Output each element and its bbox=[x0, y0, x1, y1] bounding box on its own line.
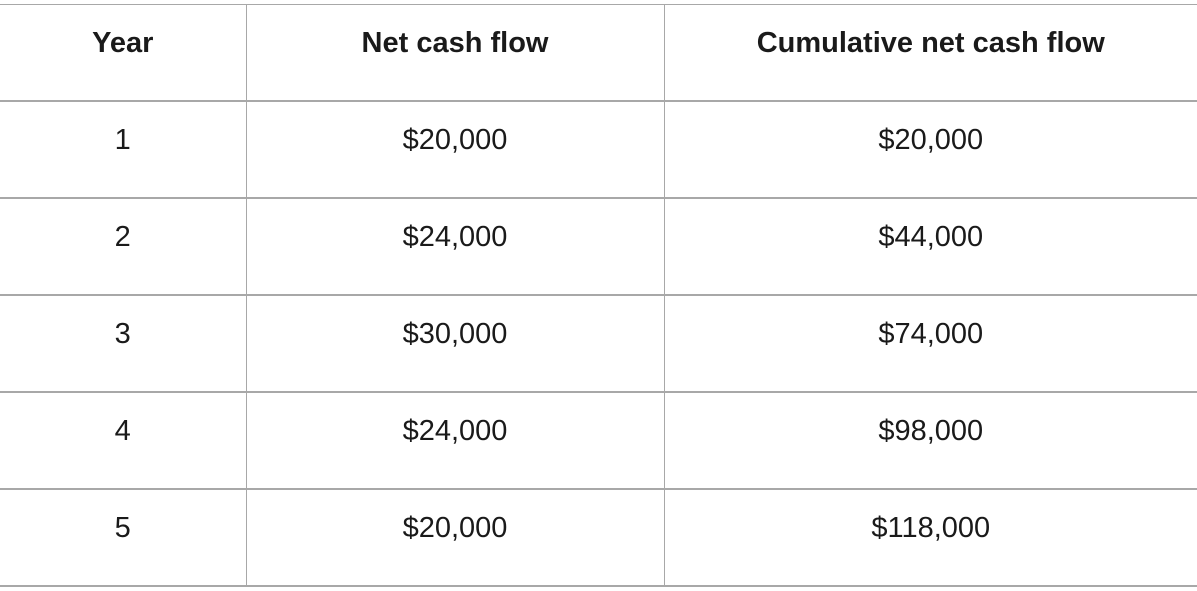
cell-year: 4 bbox=[0, 392, 247, 490]
cell-net-cash-flow: $20,000 bbox=[246, 489, 665, 587]
table-row: 2 $24,000 $44,000 bbox=[0, 198, 1197, 296]
header-year: Year bbox=[0, 4, 247, 102]
cell-year: 1 bbox=[0, 101, 247, 199]
cell-cumulative-net-cash-flow: $44,000 bbox=[664, 198, 1197, 296]
table-body: 1 $20,000 $20,000 2 $24,000 $44,000 3 $3… bbox=[0, 101, 1197, 587]
cell-year: 5 bbox=[0, 489, 247, 587]
table-header: Year Net cash flow Cumulative net cash f… bbox=[0, 4, 1197, 102]
cell-cumulative-net-cash-flow: $118,000 bbox=[664, 489, 1197, 587]
cash-flow-table: Year Net cash flow Cumulative net cash f… bbox=[0, 4, 1197, 587]
cash-flow-table-container: Year Net cash flow Cumulative net cash f… bbox=[0, 4, 1197, 587]
cell-year: 3 bbox=[0, 295, 247, 393]
cell-cumulative-net-cash-flow: $98,000 bbox=[664, 392, 1197, 490]
table-row: 5 $20,000 $118,000 bbox=[0, 489, 1197, 587]
header-net-cash-flow: Net cash flow bbox=[246, 4, 665, 102]
cell-cumulative-net-cash-flow: $74,000 bbox=[664, 295, 1197, 393]
cell-year: 2 bbox=[0, 198, 247, 296]
table-row: 3 $30,000 $74,000 bbox=[0, 295, 1197, 393]
cell-net-cash-flow: $20,000 bbox=[246, 101, 665, 199]
header-cumulative-net-cash-flow: Cumulative net cash flow bbox=[664, 4, 1197, 102]
table-row: 4 $24,000 $98,000 bbox=[0, 392, 1197, 490]
cell-net-cash-flow: $24,000 bbox=[246, 198, 665, 296]
cell-cumulative-net-cash-flow: $20,000 bbox=[664, 101, 1197, 199]
header-row: Year Net cash flow Cumulative net cash f… bbox=[0, 4, 1197, 102]
cell-net-cash-flow: $24,000 bbox=[246, 392, 665, 490]
table-row: 1 $20,000 $20,000 bbox=[0, 101, 1197, 199]
cell-net-cash-flow: $30,000 bbox=[246, 295, 665, 393]
